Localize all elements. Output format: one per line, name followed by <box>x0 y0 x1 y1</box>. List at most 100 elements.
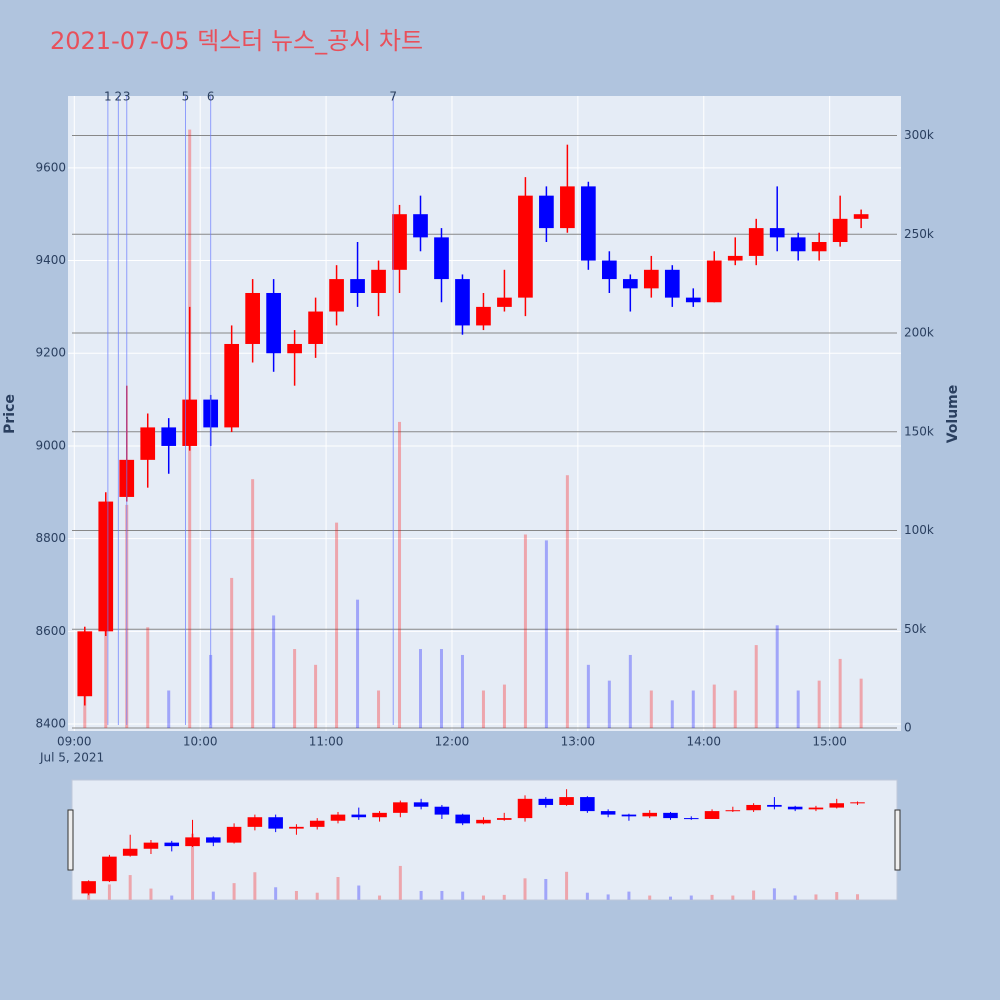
x-tick-label: 13:00 <box>561 735 596 749</box>
y2-tick-label: 300k <box>904 128 934 142</box>
candle-body <box>413 802 429 807</box>
volume-bar <box>128 875 132 900</box>
candle-body <box>330 814 346 821</box>
candle-body <box>850 802 865 804</box>
volume-bar <box>167 690 171 729</box>
volume-bar <box>419 649 423 729</box>
volume-bar <box>585 892 589 900</box>
candle-body <box>182 399 198 446</box>
candle-body <box>287 343 302 354</box>
volume-bar <box>648 895 652 900</box>
candle-body <box>600 811 616 815</box>
candle-body <box>329 279 344 312</box>
volume-bar <box>146 627 150 729</box>
volume-bar <box>835 892 839 900</box>
candle-body <box>787 806 803 810</box>
candle-body <box>704 811 720 819</box>
candle-body <box>685 297 701 303</box>
volume-bar <box>461 891 465 900</box>
volume-bar <box>859 678 863 729</box>
volume-bar <box>627 891 631 900</box>
candle-body <box>476 819 491 824</box>
candle-body <box>748 228 764 256</box>
candle-body <box>790 237 806 252</box>
candle-body <box>206 837 221 843</box>
volume-bar <box>775 625 779 729</box>
x-tick-label: 11:00 <box>309 735 344 749</box>
candle-body <box>247 817 263 827</box>
annotation-label: 1 <box>104 90 112 104</box>
candle-body <box>164 842 180 847</box>
volume-bar <box>796 690 800 729</box>
volume-bar <box>253 872 257 900</box>
volume-bar <box>170 895 174 900</box>
volume-bar <box>191 833 195 900</box>
candle-body <box>161 427 177 446</box>
x-tick-label: 10:00 <box>183 735 218 749</box>
volume-bar <box>419 890 423 900</box>
volume-bar <box>398 865 402 900</box>
y2-tick-label: 200k <box>904 326 934 340</box>
volume-bar <box>314 664 318 729</box>
volume-bar <box>335 522 339 729</box>
volume-bar <box>754 645 758 729</box>
candle-body <box>808 807 824 810</box>
volume-bar <box>544 540 548 729</box>
volume-bar <box>523 878 527 900</box>
volume-bar <box>710 894 714 900</box>
candle-body <box>143 842 159 849</box>
volume-bar <box>607 680 611 729</box>
candle-body <box>308 311 323 344</box>
volume-bar <box>586 664 590 729</box>
y-tick-label: 9400 <box>35 253 66 267</box>
volume-bar <box>814 894 818 900</box>
candle-body <box>434 806 450 815</box>
candle-body <box>683 818 699 820</box>
candle-body <box>351 814 367 818</box>
x-date-label: Jul 5, 2021 <box>39 751 104 765</box>
volume-bar <box>606 894 610 900</box>
candle-body <box>372 812 387 818</box>
candle-body <box>559 797 574 805</box>
y-tick-label: 9000 <box>35 438 66 452</box>
annotation-label: 6 <box>207 90 215 104</box>
y-axis-title: Price <box>2 394 18 434</box>
candle-body <box>538 798 554 805</box>
candle-body <box>350 279 365 293</box>
volume-bar <box>668 896 672 900</box>
volume-bar <box>481 690 485 729</box>
volume-bar <box>817 680 821 729</box>
candle-body <box>413 214 428 238</box>
volume-bar <box>315 892 319 900</box>
y2-tick-label: 250k <box>904 227 934 241</box>
candle-body <box>81 881 96 894</box>
candle-body <box>224 343 240 428</box>
candle-body <box>393 802 408 813</box>
candle-body <box>309 820 325 827</box>
y2-tick-label: 50k <box>904 622 926 636</box>
volume-bar <box>565 475 569 729</box>
volume-bar <box>691 690 695 729</box>
candle-body <box>621 814 637 817</box>
candle-body <box>455 814 470 824</box>
volume-bar <box>565 871 569 900</box>
volume-bar <box>628 654 632 729</box>
candle-body <box>77 631 93 697</box>
volume-bar <box>523 534 527 729</box>
range-handle[interactable] <box>67 809 74 871</box>
candle-body <box>727 255 743 261</box>
volume-bar <box>149 888 153 900</box>
y-tick-label: 8800 <box>35 531 66 545</box>
x-tick-label: 09:00 <box>57 735 92 749</box>
volume-bar <box>293 649 297 729</box>
candle-body <box>266 292 281 354</box>
range-handle[interactable] <box>894 809 901 871</box>
candle-body <box>102 856 117 882</box>
y-tick-label: 9600 <box>35 160 66 174</box>
volume-bar <box>670 700 674 729</box>
candle-body <box>746 804 761 811</box>
candle-body <box>832 218 848 243</box>
candle-body <box>98 501 114 632</box>
volume-bar <box>460 654 464 729</box>
